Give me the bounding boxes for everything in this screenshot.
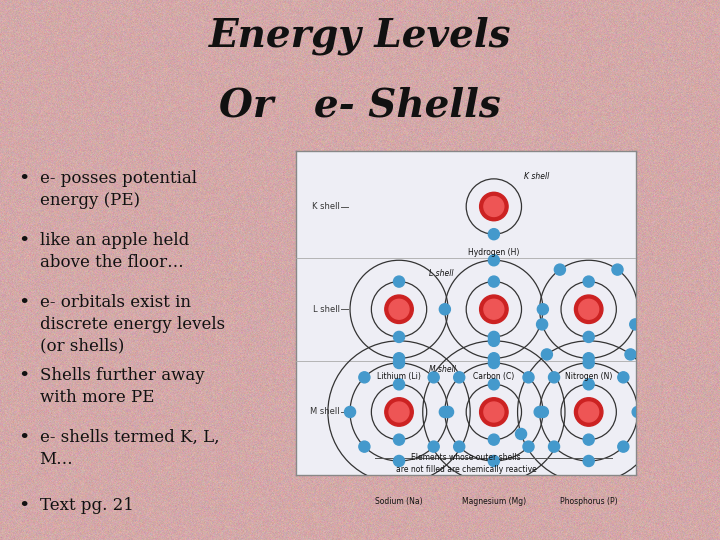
Circle shape [484,402,504,422]
Circle shape [583,353,594,364]
Circle shape [554,264,565,275]
Circle shape [630,319,641,330]
Circle shape [534,407,545,417]
Text: •: • [18,429,30,447]
Circle shape [583,455,594,467]
Text: K shell: K shell [312,202,340,211]
Text: Text pg. 21: Text pg. 21 [40,497,133,514]
Circle shape [488,379,500,390]
Circle shape [583,477,594,489]
Text: •: • [18,294,30,312]
Circle shape [488,353,500,364]
Text: e- shells termed K, L,
M…: e- shells termed K, L, M… [40,429,219,468]
Circle shape [583,332,594,342]
Text: •: • [18,232,30,250]
Circle shape [394,332,405,342]
Circle shape [488,276,500,287]
Circle shape [575,398,603,426]
Text: Sodium (Na): Sodium (Na) [375,497,423,507]
Circle shape [488,434,500,445]
Circle shape [523,372,534,383]
Text: Magnesium (Mg): Magnesium (Mg) [462,497,526,507]
Text: M shell: M shell [429,365,456,374]
Text: K shell: K shell [524,172,549,181]
Circle shape [389,299,409,319]
Circle shape [439,407,451,417]
Text: M shell: M shell [310,408,340,416]
Circle shape [618,441,629,452]
Circle shape [516,428,526,440]
Circle shape [488,477,500,489]
Circle shape [454,372,464,383]
Text: Hydrogen (H): Hydrogen (H) [468,248,520,258]
Circle shape [583,276,594,287]
Text: Lithium (Li): Lithium (Li) [377,373,421,381]
Circle shape [632,407,643,417]
Text: like an apple held
above the floor…: like an apple held above the floor… [40,232,189,271]
Text: e- posses potential
energy (PE): e- posses potential energy (PE) [40,170,197,208]
Text: Elements whose outer shells
are not filled are chemically reactive: Elements whose outer shells are not fill… [396,453,536,474]
Circle shape [480,398,508,426]
Circle shape [480,192,508,221]
Circle shape [488,455,500,467]
Circle shape [488,357,500,368]
Circle shape [625,349,636,360]
Circle shape [394,455,405,467]
Text: •: • [18,367,30,385]
Circle shape [394,379,405,390]
Circle shape [394,477,405,489]
Circle shape [537,303,549,315]
Circle shape [549,372,559,383]
Circle shape [384,295,413,323]
Circle shape [439,303,451,315]
Circle shape [583,357,594,368]
Circle shape [394,276,405,287]
Circle shape [575,295,603,323]
Circle shape [488,335,500,346]
Text: Carbon (C): Carbon (C) [473,373,515,381]
Circle shape [579,402,598,422]
Circle shape [583,379,594,390]
Circle shape [579,299,598,319]
Circle shape [394,357,405,368]
Circle shape [484,299,504,319]
Circle shape [537,407,549,417]
Circle shape [454,441,464,452]
Circle shape [428,441,439,452]
Circle shape [536,319,548,330]
Circle shape [480,295,508,323]
Circle shape [428,372,439,383]
Circle shape [488,255,500,266]
Text: •: • [18,497,30,515]
Text: L shell: L shell [312,305,340,314]
Text: e- orbitals exist in
discrete energy levels
(or shells): e- orbitals exist in discrete energy lev… [40,294,225,354]
Text: Nitrogen (N): Nitrogen (N) [565,373,613,381]
Circle shape [618,372,629,383]
Circle shape [443,407,454,417]
Circle shape [612,264,623,275]
Circle shape [484,197,504,217]
Text: Energy Levels: Energy Levels [209,16,511,55]
Text: Shells further away
with more PE: Shells further away with more PE [40,367,204,406]
Circle shape [384,398,413,426]
Circle shape [359,441,370,452]
Text: L shell: L shell [429,268,454,278]
Text: Phosphorus (P): Phosphorus (P) [560,497,618,507]
Circle shape [488,228,500,240]
Circle shape [523,441,534,452]
Circle shape [394,434,405,445]
Circle shape [389,402,409,422]
Circle shape [344,407,356,417]
Circle shape [488,332,500,342]
Circle shape [549,441,559,452]
Circle shape [651,428,662,440]
Circle shape [359,372,370,383]
Text: Or   e- Shells: Or e- Shells [219,86,501,124]
Text: •: • [18,170,30,188]
Circle shape [583,434,594,445]
Circle shape [394,353,405,364]
Circle shape [541,349,552,360]
